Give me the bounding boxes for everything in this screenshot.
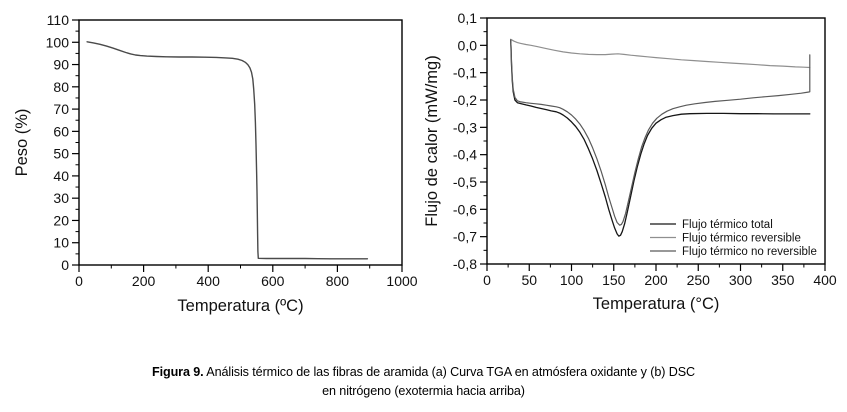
x-tick-label: 1000 — [386, 273, 417, 289]
y-tick-label: 80 — [53, 79, 69, 95]
flujo-termico-no-reversible-curve — [510, 39, 811, 226]
plot-frame — [78, 19, 403, 266]
x-tick-label: 50 — [521, 272, 537, 288]
legend-label: Flujo térmico total — [682, 219, 773, 231]
y-tick-label: -0,2 — [453, 92, 477, 108]
y-tick-label: 50 — [53, 146, 69, 162]
y-tick-label: 40 — [53, 168, 69, 184]
y-tick-label: -0,4 — [453, 147, 477, 163]
x-tick-label: 200 — [132, 273, 156, 289]
x-axis-title: Temperatura (ºC) — [177, 297, 303, 315]
x-tick-label: 400 — [813, 272, 837, 288]
y-tick-label: 70 — [53, 101, 69, 117]
figure-caption-line1: Análisis térmico de las fibras de aramid… — [203, 365, 696, 379]
flujo-termico-total-curve — [510, 39, 811, 237]
x-tick-label: 400 — [197, 273, 221, 289]
tga-curve — [86, 41, 369, 260]
y-tick-label: -0,3 — [453, 119, 477, 135]
x-tick-label: 150 — [602, 272, 626, 288]
x-tick-label: 0 — [75, 273, 83, 289]
y-tick-label: 90 — [53, 57, 69, 73]
y-tick-label: 0,1 — [458, 10, 478, 26]
figure-caption-label: Figura 9. — [151, 365, 204, 379]
y-tick-label: -0,1 — [453, 65, 477, 81]
legend-label: Flujo térmico no reversible — [682, 246, 817, 258]
dsc-chart: 0 50 100 150 200 250 300 350 400 -0,8 -0,7 -0,6 -0,5… — [423, 10, 837, 313]
y-tick-label: -0,7 — [453, 229, 477, 245]
x-tick-label: 300 — [729, 272, 753, 288]
y-tick-label: 0,0 — [458, 37, 478, 53]
x-tick-label: 0 — [483, 272, 491, 288]
tga-chart: 0 200 400 600 800 1000 0 10 20 30 40 50 60 70 80 90 100 1… — [13, 12, 418, 315]
figure-caption: Figura 9. Análisis térmico de las fibras… — [0, 363, 847, 401]
flujo-termico-reversible-curve — [510, 38, 811, 69]
y-tick-label: 20 — [53, 212, 69, 228]
y-tick-label: 0 — [61, 257, 69, 273]
x-axis-title: Temperatura (°C) — [593, 295, 720, 313]
y-axis-title: Flujo de calor (mW/mg) — [423, 55, 441, 226]
x-tick-label: 100 — [560, 272, 584, 288]
y-axis-title: Peso (%) — [13, 109, 31, 177]
y-tick-label: 10 — [53, 235, 69, 251]
x-tick-label: 800 — [326, 273, 350, 289]
y-tick-label: 30 — [53, 190, 69, 206]
y-tick-label: 110 — [47, 12, 70, 28]
y-tick-label: -0,5 — [453, 174, 477, 190]
plot-frame — [486, 17, 826, 265]
y-tick-label: 100 — [46, 34, 70, 50]
y-tick-label: 60 — [53, 123, 69, 139]
x-tick-label: 250 — [687, 272, 711, 288]
x-tick-label: 200 — [644, 272, 668, 288]
x-tick-label: 350 — [771, 272, 795, 288]
y-tick-label: -0,8 — [453, 256, 477, 272]
y-tick-label: -0,6 — [453, 201, 477, 217]
legend-label: Flujo térmico reversible — [682, 233, 801, 245]
x-tick-label: 600 — [261, 273, 285, 289]
figure-caption-line2: en nitrógeno (exotermia hacia arriba) — [322, 383, 525, 398]
